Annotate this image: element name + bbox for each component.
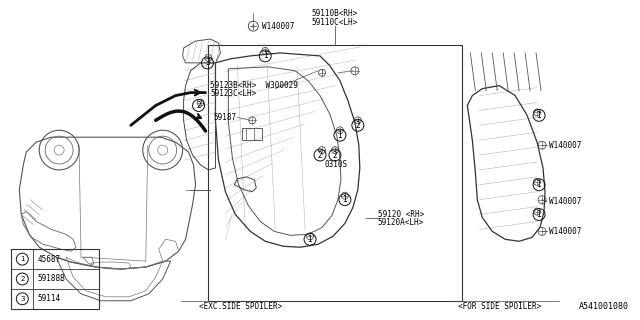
Text: 3: 3 (20, 296, 24, 302)
Text: 1: 1 (308, 235, 312, 244)
Text: 59120 <RH>: 59120 <RH> (378, 210, 424, 219)
Text: 59114: 59114 (37, 294, 60, 303)
Text: 2: 2 (333, 150, 337, 160)
Text: 2: 2 (20, 276, 24, 282)
Bar (12, 249, 99, 309)
Bar (209, 45, 462, 301)
Text: 59188B: 59188B (37, 275, 65, 284)
Text: W140007: W140007 (549, 140, 581, 150)
Text: 0310S: 0310S (325, 160, 348, 170)
Text: 3: 3 (205, 58, 210, 67)
Text: 1: 1 (537, 180, 541, 189)
Text: 59123C<LH>: 59123C<LH> (211, 89, 257, 98)
Text: 2: 2 (196, 101, 201, 110)
Text: 45687: 45687 (37, 255, 60, 264)
Text: 59120A<LH>: 59120A<LH> (378, 218, 424, 227)
Text: 1: 1 (263, 52, 268, 60)
Text: 1: 1 (20, 256, 24, 262)
Text: W140007: W140007 (549, 227, 581, 236)
Text: 2: 2 (317, 150, 323, 160)
Text: 59110B<RH>: 59110B<RH> (312, 9, 358, 18)
Text: 1: 1 (337, 131, 342, 140)
Text: 2: 2 (355, 121, 360, 130)
Text: W140007: W140007 (549, 197, 581, 206)
Text: W140007: W140007 (262, 22, 294, 31)
Circle shape (252, 25, 255, 28)
Text: 59110C<LH>: 59110C<LH> (312, 18, 358, 27)
Text: 59187: 59187 (214, 113, 237, 122)
Text: A541001080: A541001080 (579, 302, 628, 311)
Text: <FOR SIDE SPOILER>: <FOR SIDE SPOILER> (458, 302, 541, 311)
Text: 59123B<RH>  W300029: 59123B<RH> W300029 (211, 81, 298, 90)
Text: 1: 1 (537, 111, 541, 120)
Text: <EXC.SIDE SPOILER>: <EXC.SIDE SPOILER> (199, 302, 282, 311)
Text: 1: 1 (342, 195, 348, 204)
Text: 1: 1 (537, 210, 541, 219)
